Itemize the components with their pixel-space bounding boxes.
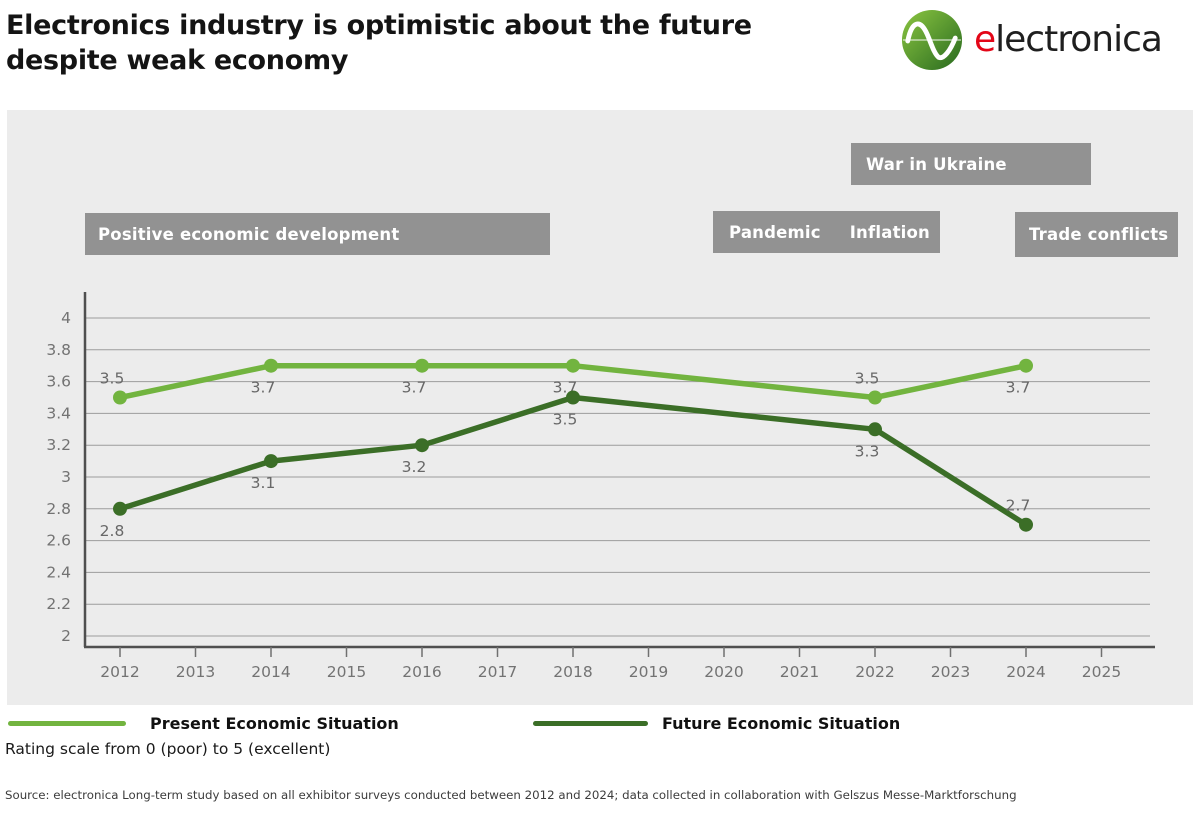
x-axis-tick-label: 2015 [327,663,366,681]
annotation-war-in-ukraine: War in Ukraine [851,143,1091,185]
x-axis-tick-label: 2020 [704,663,743,681]
y-axis-tick-label: 2.8 [46,500,71,518]
x-axis-tick-label: 2014 [251,663,290,681]
wordmark-red-e: e [974,19,996,60]
x-axis-tick-label: 2018 [553,663,592,681]
data-point [415,438,429,453]
annotation-trade-conflicts: Trade conflicts [1015,212,1178,257]
page-title: Electronics industry is optimistic about… [6,8,752,78]
source-note: Source: electronica Long-term study base… [5,788,1017,802]
y-axis-tick-label: 3.8 [46,341,71,359]
x-axis-tick-label: 2013 [176,663,215,681]
value-label: 3.5 [100,370,125,388]
annotation-pandemic-inflation: Pandemic Inflation [713,211,940,253]
data-point [113,501,127,516]
x-axis-tick-label: 2025 [1082,663,1121,681]
value-label: 3.2 [402,458,427,476]
data-point [415,358,429,373]
electronica-logo: electronica [901,9,1163,71]
value-label: 3.7 [1006,379,1031,397]
value-label: 2.8 [100,522,125,540]
y-axis-tick-label: 2.4 [46,563,71,581]
y-axis-tick-label: 2 [61,627,71,645]
x-axis-tick-label: 2016 [402,663,441,681]
page-title-line2: despite weak economy [6,45,349,77]
electronica-wordmark: electronica [974,9,1163,71]
data-point [113,390,127,405]
value-label: 3.7 [402,379,427,397]
logo-sine-wave-icon [905,21,958,61]
x-axis-tick-label: 2023 [931,663,970,681]
x-axis-tick-label: 2022 [855,663,894,681]
legend-label-present: Present Economic Situation [150,714,399,733]
rating-scale-note: Rating scale from 0 (poor) to 5 (excelle… [5,740,331,758]
line-chart: 4 3.8 3.6 3.4 3.2 3 2.8 2.6 2.4 2.2 2 2012 2013 2014 2… [46,292,1155,681]
series-line-future [117,394,1029,528]
y-axis-tick-label: 2.2 [46,595,71,613]
legend-swatch-future [533,721,648,726]
value-label: 3.1 [251,474,276,492]
value-label: 2.7 [1006,497,1031,515]
value-label: 3.5 [855,370,880,388]
y-axis-tick-label: 3 [61,468,71,486]
value-label: 3.3 [855,442,880,460]
data-point [264,358,278,373]
y-axis-tick-label: 3.4 [46,404,71,422]
x-axis-tick-label: 2021 [780,663,819,681]
annotation-pandemic: Pandemic [729,222,821,242]
x-axis-tick-label: 2019 [629,663,668,681]
y-axis-tick-label: 4 [61,309,71,327]
value-label: 3.5 [553,411,578,429]
x-axis-tick-label: 2017 [478,663,517,681]
x-axis-tick-label: 2012 [100,663,139,681]
data-point [1019,517,1033,532]
wordmark-rest: lectronica [995,19,1163,60]
data-point [1019,358,1033,373]
annotation-positive-economic-development: Positive economic development [85,213,550,255]
data-point [868,390,882,405]
data-point [566,390,580,405]
legend-label-future: Future Economic Situation [662,714,901,733]
x-axis-tick-label: 2024 [1006,663,1045,681]
data-point [868,422,882,437]
data-point [566,358,580,373]
electronica-logo-icon [901,9,963,71]
annotation-inflation: Inflation [849,222,930,242]
chart-panel: 4 3.8 3.6 3.4 3.2 3 2.8 2.6 2.4 2.2 2 2012 2013 2014 2… [7,110,1193,705]
y-axis-tick-label: 3.6 [46,373,71,391]
data-point [264,454,278,469]
page-title-line1: Electronics industry is optimistic about… [6,10,752,41]
legend-swatch-present [8,721,126,726]
value-label: 3.7 [251,379,276,397]
y-axis-tick-label: 2.6 [46,532,71,550]
y-axis-tick-label: 3.2 [46,436,71,454]
series-line-present [117,362,1029,401]
